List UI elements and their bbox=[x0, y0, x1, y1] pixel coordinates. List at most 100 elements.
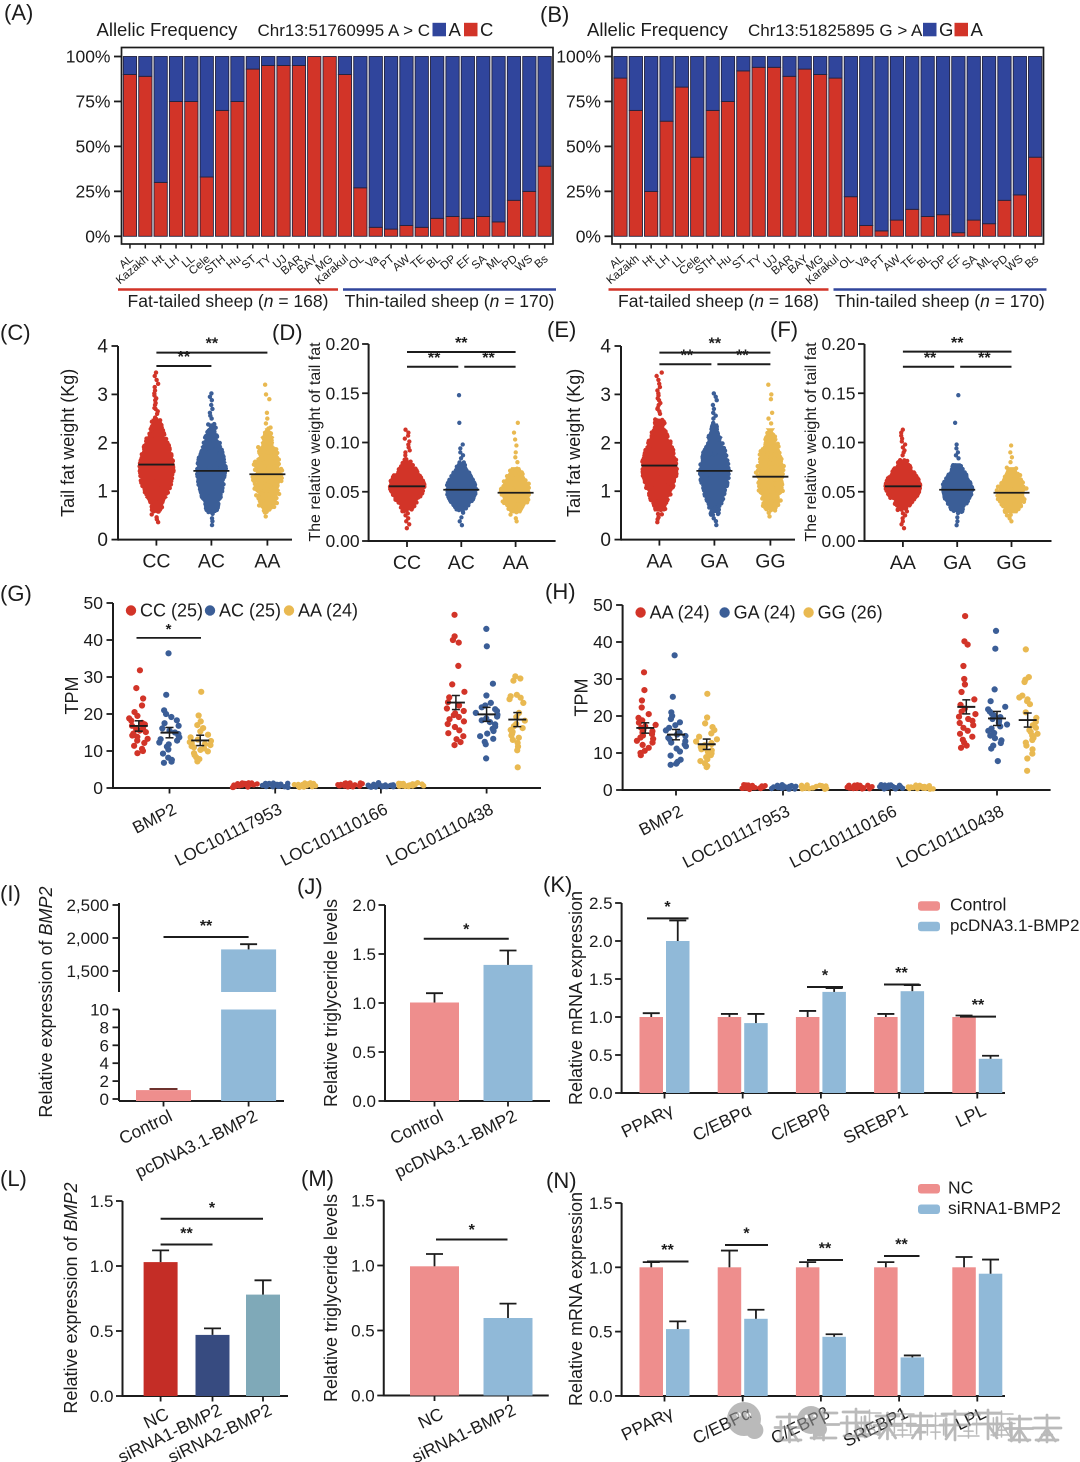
svg-text:**: ** bbox=[709, 336, 722, 353]
svg-text:0.5: 0.5 bbox=[352, 1043, 376, 1062]
svg-text:**: ** bbox=[661, 1242, 674, 1259]
svg-text:**: ** bbox=[951, 335, 964, 352]
svg-text:0.05: 0.05 bbox=[326, 482, 360, 502]
svg-text:GG: GG bbox=[755, 551, 785, 573]
svg-text:*: * bbox=[743, 1226, 750, 1243]
svg-text:0.5: 0.5 bbox=[90, 1322, 114, 1341]
svg-text:Relative triglyceride levels: Relative triglyceride levels bbox=[321, 899, 341, 1107]
svg-text:(C): (C) bbox=[0, 320, 31, 345]
svg-text:GA: GA bbox=[700, 551, 728, 573]
svg-text:2,000: 2,000 bbox=[66, 929, 109, 948]
svg-text:**: ** bbox=[180, 1226, 193, 1243]
svg-text:*: * bbox=[463, 921, 470, 938]
svg-text:(L): (L) bbox=[0, 1166, 27, 1191]
svg-text:Fat-tailed sheep (n = 168): Fat-tailed sheep (n = 168) bbox=[618, 291, 819, 311]
svg-text:(K): (K) bbox=[543, 872, 572, 897]
svg-text:1.0: 1.0 bbox=[589, 1258, 613, 1277]
svg-text:40: 40 bbox=[593, 632, 613, 652]
svg-text:1.5: 1.5 bbox=[351, 1192, 375, 1211]
svg-text:**: ** bbox=[978, 350, 991, 367]
svg-text:0.20: 0.20 bbox=[821, 334, 855, 354]
svg-text:1.0: 1.0 bbox=[589, 1008, 613, 1027]
svg-text:0.15: 0.15 bbox=[326, 383, 360, 403]
svg-text:TPM: TPM bbox=[62, 677, 82, 715]
svg-text:Thin-tailed sheep (n = 170): Thin-tailed sheep (n = 170) bbox=[835, 291, 1045, 311]
svg-text:**: ** bbox=[200, 918, 213, 935]
svg-text:4: 4 bbox=[97, 337, 108, 358]
svg-text:Relative expression of BMP2: Relative expression of BMP2 bbox=[36, 886, 56, 1117]
svg-text:**: ** bbox=[736, 348, 749, 365]
svg-text:*: * bbox=[822, 968, 829, 985]
svg-text:Relative expression of BMP2: Relative expression of BMP2 bbox=[61, 1182, 81, 1413]
svg-text:50: 50 bbox=[84, 593, 104, 613]
svg-text:0.5: 0.5 bbox=[351, 1322, 375, 1341]
svg-text:0.0: 0.0 bbox=[351, 1387, 375, 1406]
svg-text:(N): (N) bbox=[546, 1168, 577, 1193]
svg-text:GG: GG bbox=[996, 552, 1026, 574]
svg-text:GG (26): GG (26) bbox=[818, 603, 883, 623]
svg-text:**: ** bbox=[924, 350, 937, 367]
svg-text:10: 10 bbox=[593, 743, 613, 763]
svg-text:(H): (H) bbox=[545, 579, 576, 604]
svg-text:Allelic Frequency: Allelic Frequency bbox=[587, 19, 729, 40]
svg-text:0%: 0% bbox=[576, 226, 601, 246]
svg-text:**: ** bbox=[455, 335, 468, 352]
svg-text:0.5: 0.5 bbox=[589, 1323, 613, 1342]
svg-text:(J): (J) bbox=[297, 874, 323, 899]
svg-text:0: 0 bbox=[600, 530, 611, 551]
svg-text:AC (25): AC (25) bbox=[219, 601, 281, 621]
svg-text:GA (24): GA (24) bbox=[734, 603, 796, 623]
svg-text:1,500: 1,500 bbox=[66, 962, 109, 981]
svg-text:0.05: 0.05 bbox=[821, 482, 855, 502]
svg-text:0.10: 0.10 bbox=[821, 433, 855, 453]
svg-text:CC: CC bbox=[142, 551, 170, 573]
svg-text:6: 6 bbox=[100, 1036, 109, 1055]
svg-text:3: 3 bbox=[97, 385, 108, 406]
svg-text:(B): (B) bbox=[540, 2, 569, 27]
svg-text:A: A bbox=[449, 19, 462, 40]
svg-text:Tail fat weight (Kg): Tail fat weight (Kg) bbox=[564, 369, 584, 517]
svg-text:0.0: 0.0 bbox=[589, 1387, 613, 1406]
svg-text:2: 2 bbox=[600, 433, 611, 454]
svg-text:20: 20 bbox=[84, 704, 104, 724]
svg-text:Control: Control bbox=[950, 895, 1006, 915]
svg-text:**: ** bbox=[895, 965, 908, 982]
svg-text:AA: AA bbox=[503, 552, 529, 574]
svg-text:AC: AC bbox=[448, 552, 475, 574]
svg-text:0: 0 bbox=[100, 1090, 109, 1109]
svg-text:2.0: 2.0 bbox=[352, 896, 376, 915]
svg-text:**: ** bbox=[206, 336, 219, 353]
svg-text:Relative mRNA expression: Relative mRNA expression bbox=[566, 891, 586, 1105]
svg-text:75%: 75% bbox=[75, 91, 110, 111]
svg-text:A: A bbox=[971, 19, 984, 40]
svg-text:*: * bbox=[664, 899, 671, 916]
svg-text:Relative triglyceride levels: Relative triglyceride levels bbox=[321, 1194, 341, 1402]
svg-text:**: ** bbox=[972, 997, 985, 1014]
svg-text:(A): (A) bbox=[4, 0, 33, 25]
svg-text:**: ** bbox=[681, 348, 694, 365]
svg-text:0.5: 0.5 bbox=[589, 1046, 613, 1065]
svg-text:2: 2 bbox=[97, 433, 108, 454]
svg-text:TPM: TPM bbox=[572, 679, 592, 717]
svg-text:**: ** bbox=[482, 350, 495, 367]
svg-text:1: 1 bbox=[97, 482, 108, 503]
svg-text:0.00: 0.00 bbox=[326, 531, 360, 551]
svg-text:4: 4 bbox=[600, 337, 611, 358]
svg-text:2.5: 2.5 bbox=[589, 894, 613, 913]
svg-text:(E): (E) bbox=[547, 317, 576, 342]
svg-text:**: ** bbox=[895, 1237, 908, 1254]
svg-text:NC: NC bbox=[948, 1177, 973, 1197]
svg-text:GA: GA bbox=[943, 552, 971, 574]
svg-text:Chr13:51760995 A > C: Chr13:51760995 A > C bbox=[258, 21, 431, 40]
svg-text:10: 10 bbox=[84, 741, 104, 761]
svg-text:AC: AC bbox=[198, 551, 225, 573]
svg-text:Tail fat weight (Kg): Tail fat weight (Kg) bbox=[58, 369, 78, 517]
svg-text:**: ** bbox=[178, 349, 191, 366]
svg-text:1.5: 1.5 bbox=[352, 945, 376, 964]
svg-text:(G): (G) bbox=[0, 581, 32, 606]
svg-text:*: * bbox=[209, 1200, 216, 1217]
svg-text:4: 4 bbox=[100, 1054, 109, 1073]
svg-text:100%: 100% bbox=[556, 47, 601, 67]
svg-text:(D): (D) bbox=[272, 320, 303, 345]
svg-text:**: ** bbox=[428, 350, 441, 367]
